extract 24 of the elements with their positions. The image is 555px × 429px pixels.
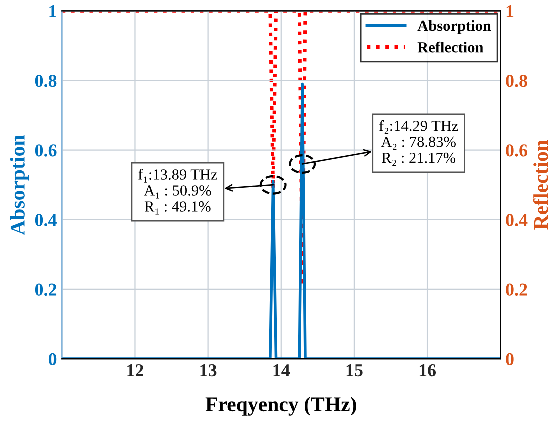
x-tick-label: 16 [420,364,436,377]
x-tick-label: 13 [200,364,217,377]
x-tick-label: 15 [346,364,363,377]
y2-tick-label: 1 [506,6,514,18]
y-tick-label: 1 [50,6,56,18]
x-tick-label: 14 [274,364,290,376]
y2-tick-label: 0.6 [506,144,528,157]
y-tick-label: 0.6 [35,144,57,157]
y2-tick-label: 0 [506,353,514,366]
x-axis-title: Freqyency (THz) [206,396,356,416]
y2-tick-label: 0.8 [506,74,528,88]
legend-label: Reflection [418,42,484,53]
x-tick-label: 12 [128,364,144,376]
annotation: f₁:13.89 THz A₁ : 50.9% R₁ : 49.1% [138,169,218,215]
y-tick-label: 0.8 [35,74,57,88]
y-tick-label: 0.2 [35,284,57,296]
y2-tick-label: 0.4 [506,214,528,226]
y-tick-label: 0 [48,353,57,366]
annotation: f₂:14.29 THz A₂ : 78.83% R₂ : 21.17% [379,120,458,166]
y-axis-title: Absorption [10,135,30,236]
y-tick-label: 0.4 [35,214,57,226]
legend-label: Absorption [418,20,492,34]
y2-tick-label: 0.2 [506,284,528,296]
y2-axis-title: Reflection [533,140,548,230]
